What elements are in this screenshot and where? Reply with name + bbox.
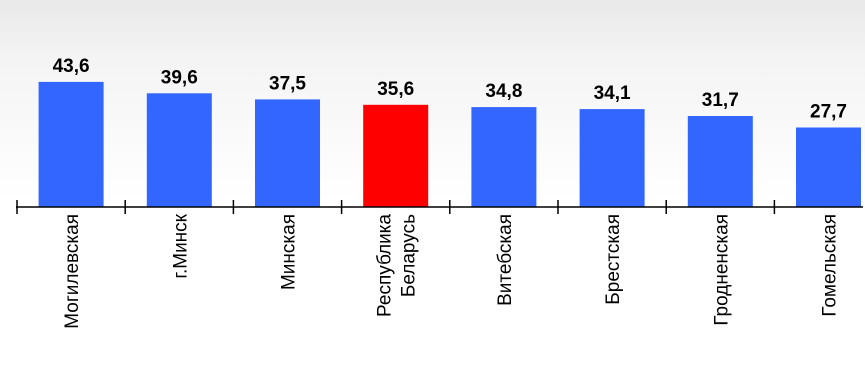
- category-label-6: Гродненская: [711, 214, 732, 326]
- value-label-6: 31,7: [702, 90, 739, 111]
- bar-1: [146, 93, 212, 207]
- value-label-7: 27,7: [810, 102, 847, 123]
- value-label-5: 34,1: [594, 83, 631, 104]
- value-label-1: 39,6: [161, 67, 198, 88]
- value-label-3: 35,6: [377, 79, 414, 100]
- category-label-3-line-0: Республика: [375, 214, 396, 317]
- bar-6: [687, 116, 753, 207]
- category-label-7: Гомельская: [820, 214, 841, 317]
- category-label-3-line-1: Беларусь: [399, 214, 420, 297]
- value-label-0: 43,6: [53, 56, 90, 77]
- bar-3: [363, 104, 429, 207]
- bar-5: [579, 109, 645, 207]
- bar-4: [471, 107, 537, 207]
- bar-2: [255, 99, 320, 207]
- category-label-5: Брестская: [603, 214, 624, 305]
- category-label-4: Витебская: [495, 214, 516, 306]
- category-label-1: г.Минск: [170, 213, 191, 278]
- value-label-4: 34,8: [485, 81, 522, 102]
- value-label-2: 37,5: [269, 73, 306, 94]
- category-label-2: Минская: [279, 214, 300, 290]
- category-label-0: Могилевская: [62, 214, 83, 329]
- bar-0: [38, 81, 104, 207]
- bar-7: [796, 127, 861, 207]
